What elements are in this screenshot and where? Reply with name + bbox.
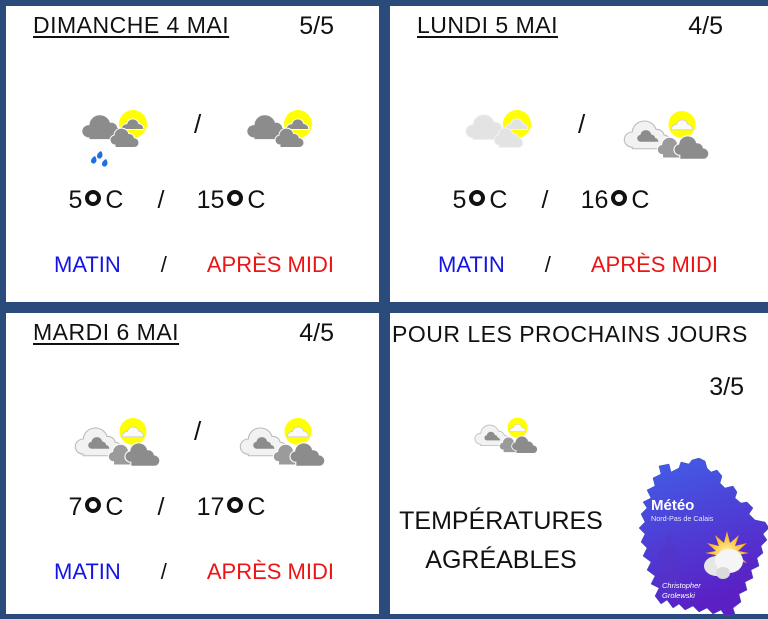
svg-text:Météo: Météo: [651, 497, 694, 514]
svg-text:Grolewski: Grolewski: [662, 591, 695, 600]
svg-text:Nord-Pas de Calais: Nord-Pas de Calais: [651, 514, 714, 523]
svg-text:Christopher: Christopher: [662, 581, 701, 590]
